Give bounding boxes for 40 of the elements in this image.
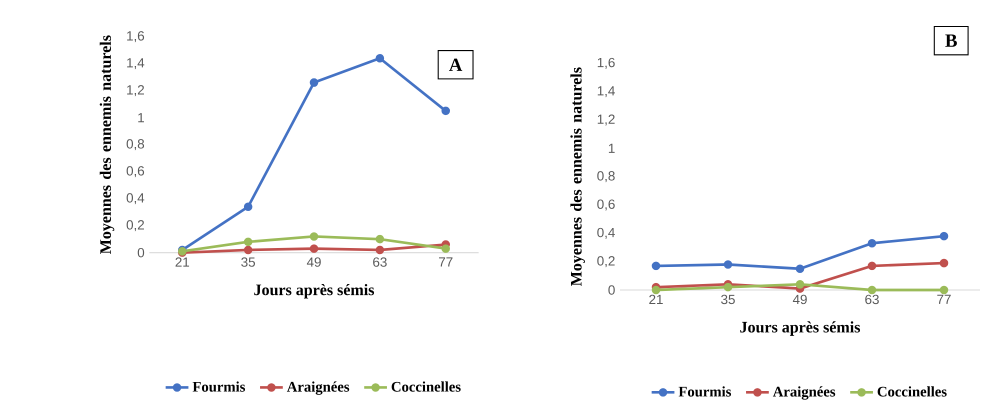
x-tick-label: 35: [721, 294, 735, 304]
legend-label: Coccinelles: [392, 381, 461, 392]
y-axis-title: Moyennes des ennemis naturels: [570, 67, 585, 286]
y-tick-label: 0: [608, 285, 615, 295]
x-tick-label: 63: [865, 294, 879, 304]
y-tick-label: 1,4: [127, 58, 144, 70]
legend-label: Fourmis: [192, 381, 246, 392]
x-tick-label: 21: [649, 294, 663, 304]
x-tick-label: 63: [373, 257, 387, 267]
y-tick-label: 1,2: [598, 114, 615, 126]
y-tick-label: 0,2: [126, 220, 144, 232]
y-tick-label: 0,4: [126, 193, 144, 204]
legend-label: Araignées: [772, 386, 836, 400]
y-tick-label: 0: [138, 248, 144, 258]
y-tick-label: 1: [608, 144, 615, 153]
y-tick-label: 0,6: [597, 199, 615, 211]
x-tick-label: 49: [306, 257, 321, 267]
y-tick-label: 0,8: [597, 171, 615, 182]
text: B: [945, 34, 957, 47]
y-tick-label: 1,6: [598, 58, 615, 69]
y-tick-label: 0,2: [597, 256, 615, 268]
x-tick-label: 49: [792, 294, 807, 304]
legend-label: Coccinelles: [878, 386, 947, 397]
y-tick-label: 0,6: [126, 166, 144, 178]
y-tick-label: 1,2: [127, 85, 144, 96]
x-axis-title: Jours après sémis: [254, 284, 374, 298]
x-axis-title: Jours après sémis: [740, 321, 860, 336]
x-tick-label: 77: [439, 257, 452, 267]
y-axis-title: Moyennes des ennemis naturels: [100, 35, 114, 254]
annotation: A: [449, 58, 462, 71]
y-tick-label: 0,4: [597, 228, 615, 239]
legend-label: Fourmis: [678, 386, 732, 397]
x-tick-label: 21: [176, 257, 190, 267]
x-tick-label: 35: [241, 257, 255, 267]
y-tick-label: 1,4: [598, 86, 615, 98]
legend-label: Araignées: [286, 381, 350, 395]
x-tick-label: 77: [937, 294, 951, 304]
y-tick-label: 1: [138, 113, 144, 122]
y-tick-label: 1,6: [127, 31, 144, 42]
y-tick-label: 0,8: [126, 139, 144, 150]
